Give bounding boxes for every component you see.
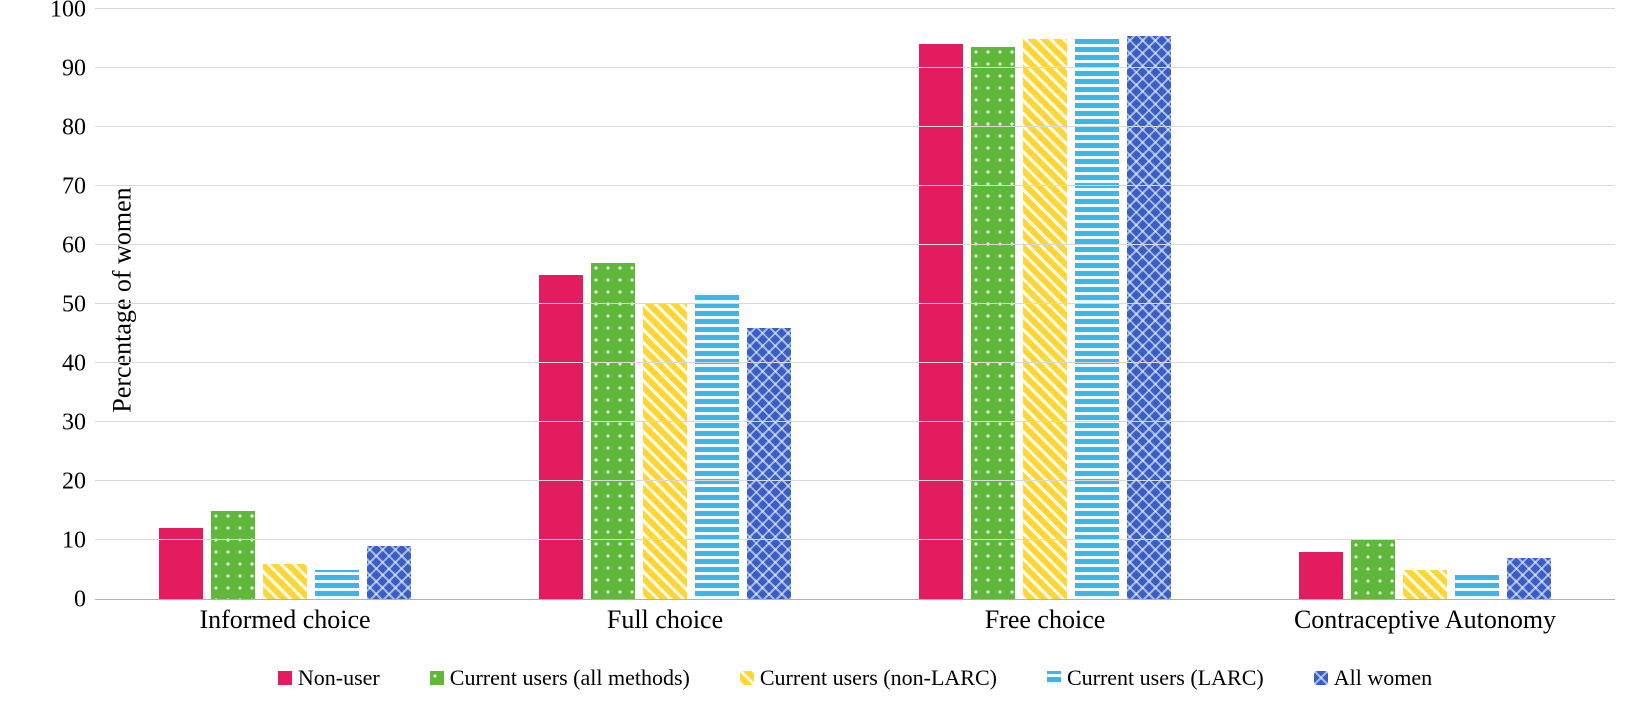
bar-groups	[95, 10, 1615, 599]
bar-group	[1235, 10, 1615, 599]
legend-swatch	[278, 671, 292, 685]
ytick-label: 50	[31, 292, 86, 319]
bar	[1023, 39, 1067, 600]
bar	[1455, 575, 1499, 599]
gridline	[95, 362, 1615, 363]
x-category-label: Contraceptive Autonomy	[1294, 605, 1556, 635]
legend-label: All women	[1334, 665, 1432, 691]
bar	[1299, 552, 1343, 599]
legend-label: Current users (non-LARC)	[760, 665, 997, 691]
legend-swatch	[430, 671, 444, 685]
gridline	[95, 8, 1615, 9]
chart-container: Percentage of women Non-userCurrent user…	[0, 0, 1651, 718]
gridline	[95, 539, 1615, 540]
legend: Non-user Current users (all methods) Curre…	[95, 665, 1615, 691]
bar	[919, 44, 963, 599]
legend-label: Current users (LARC)	[1067, 665, 1264, 691]
legend-swatch	[1047, 671, 1061, 685]
bar-group	[95, 10, 475, 599]
legend-label: Non-user	[298, 665, 380, 691]
bar-group	[855, 10, 1235, 599]
ytick-label: 60	[31, 233, 86, 260]
gridline	[95, 480, 1615, 481]
gridline	[95, 303, 1615, 304]
gridline	[95, 67, 1615, 68]
legend-label: Current users (all methods)	[450, 665, 690, 691]
bar	[747, 328, 791, 599]
bar	[591, 263, 635, 599]
ytick-label: 90	[31, 56, 86, 83]
legend-item: Current users (non-LARC)	[740, 665, 997, 691]
gridline	[95, 185, 1615, 186]
gridline	[95, 244, 1615, 245]
x-category-label: Informed choice	[199, 605, 370, 635]
bar	[263, 564, 307, 599]
bar-group	[475, 10, 855, 599]
bar	[1351, 540, 1395, 599]
bar	[695, 292, 739, 599]
legend-item: Current users (all methods)	[430, 665, 690, 691]
ytick-label: 30	[31, 410, 86, 437]
ytick-label: 40	[31, 351, 86, 378]
x-category-label: Free choice	[985, 605, 1106, 635]
gridline	[95, 421, 1615, 422]
legend-item: Current users (LARC)	[1047, 665, 1264, 691]
bar	[539, 275, 583, 600]
x-category-label: Full choice	[607, 605, 723, 635]
bar	[643, 304, 687, 599]
bar	[1127, 36, 1171, 599]
legend-item: All women	[1314, 665, 1432, 691]
legend-swatch	[1314, 671, 1328, 685]
bar	[971, 47, 1015, 599]
ytick-label: 20	[31, 469, 86, 496]
bar	[1403, 570, 1447, 600]
bar	[211, 511, 255, 600]
ytick-label: 70	[31, 174, 86, 201]
bar	[1507, 558, 1551, 599]
ytick-label: 10	[31, 528, 86, 555]
plot-area	[95, 10, 1615, 600]
bar	[315, 570, 359, 600]
ytick-label: 100	[31, 0, 86, 24]
bar	[1075, 39, 1119, 600]
gridline	[95, 126, 1615, 127]
ytick-label: 0	[31, 587, 86, 614]
legend-item: Non-user	[278, 665, 380, 691]
bar	[367, 546, 411, 599]
legend-swatch	[740, 671, 754, 685]
ytick-label: 80	[31, 115, 86, 142]
